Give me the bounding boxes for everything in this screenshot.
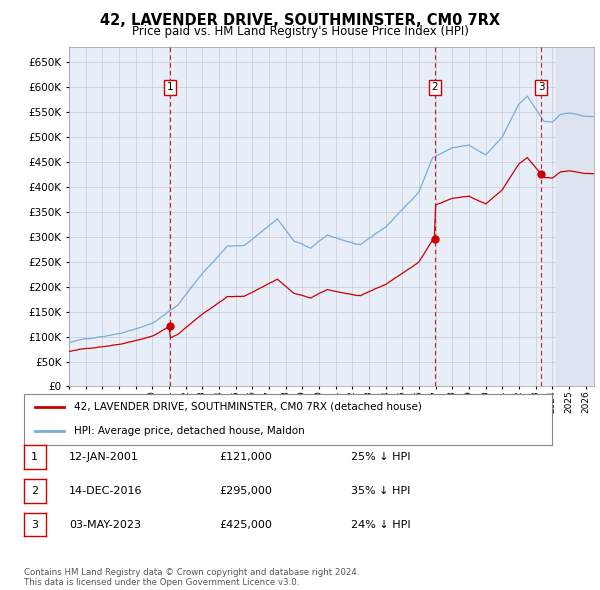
Text: 1: 1 bbox=[166, 82, 173, 92]
Bar bbox=[556, 47, 594, 386]
Text: 3: 3 bbox=[538, 82, 545, 92]
Text: 2: 2 bbox=[431, 82, 439, 92]
Text: Price paid vs. HM Land Registry's House Price Index (HPI): Price paid vs. HM Land Registry's House … bbox=[131, 25, 469, 38]
Text: 3: 3 bbox=[31, 520, 38, 529]
Text: 03-MAY-2023: 03-MAY-2023 bbox=[69, 520, 141, 529]
Text: 42, LAVENDER DRIVE, SOUTHMINSTER, CM0 7RX (detached house): 42, LAVENDER DRIVE, SOUTHMINSTER, CM0 7R… bbox=[74, 402, 422, 411]
Text: £121,000: £121,000 bbox=[219, 453, 272, 462]
Text: £295,000: £295,000 bbox=[219, 486, 272, 496]
Text: 14-DEC-2016: 14-DEC-2016 bbox=[69, 486, 143, 496]
Text: 1: 1 bbox=[31, 453, 38, 462]
Text: £425,000: £425,000 bbox=[219, 520, 272, 529]
Text: 24% ↓ HPI: 24% ↓ HPI bbox=[351, 520, 410, 529]
Text: 25% ↓ HPI: 25% ↓ HPI bbox=[351, 453, 410, 462]
Text: Contains HM Land Registry data © Crown copyright and database right 2024.
This d: Contains HM Land Registry data © Crown c… bbox=[24, 568, 359, 587]
Bar bbox=[556, 47, 594, 386]
Text: 35% ↓ HPI: 35% ↓ HPI bbox=[351, 486, 410, 496]
Text: 42, LAVENDER DRIVE, SOUTHMINSTER, CM0 7RX: 42, LAVENDER DRIVE, SOUTHMINSTER, CM0 7R… bbox=[100, 13, 500, 28]
Text: 12-JAN-2001: 12-JAN-2001 bbox=[69, 453, 139, 462]
Text: 2: 2 bbox=[31, 486, 38, 496]
Text: HPI: Average price, detached house, Maldon: HPI: Average price, detached house, Mald… bbox=[74, 426, 305, 436]
